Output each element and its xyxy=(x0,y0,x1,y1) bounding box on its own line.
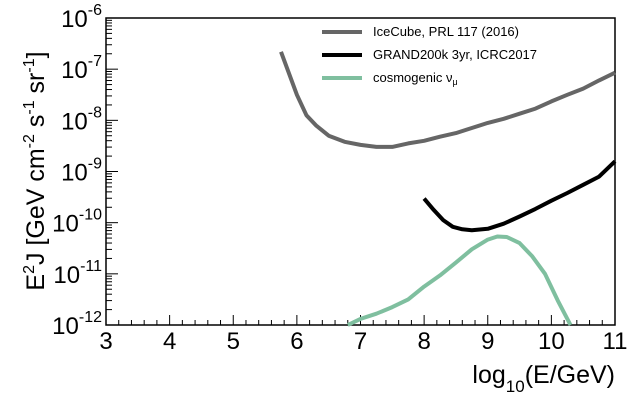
x-tick-label: 8 xyxy=(417,328,430,355)
series-line-cosmogenic xyxy=(346,234,573,327)
legend: IceCube, PRL 117 (2016) GRAND200k 3yr, I… xyxy=(322,24,537,87)
x-tick-label: 5 xyxy=(227,328,240,355)
y-tick-label: 10-9 xyxy=(61,156,102,187)
legend-label-cosmogenic: cosmogenic νμ xyxy=(373,70,458,87)
y-tick-label: 10-11 xyxy=(53,258,102,289)
axis-tick-labels: 3 4 5 6 7 8 9 10 11 10-12 10-11 10-10 10-9 10-8 10-7 10… xyxy=(52,2,627,355)
series-line-grand200k-3yr-icrc2017 xyxy=(422,159,617,233)
axis-ticks xyxy=(105,19,616,326)
x-axis-title: log10(E/GeV) xyxy=(472,361,615,396)
x-tick-label: 4 xyxy=(163,328,176,355)
y-tick-label: 10-8 xyxy=(61,104,102,135)
legend-label-grand: GRAND200k 3yr, ICRC2017 xyxy=(373,47,537,62)
x-tick-label: 10 xyxy=(538,328,565,355)
y-axis-title: E2J [GeV cm-2 s-1 sr-1] xyxy=(21,51,50,290)
series-line-icecube-prl-117-2016 xyxy=(279,51,616,149)
x-tick-label: 6 xyxy=(290,328,303,355)
x-tick-label: 7 xyxy=(354,328,367,355)
y-tick-label: 10-12 xyxy=(52,309,102,340)
y-tick-label: 10-6 xyxy=(61,2,102,33)
x-tick-label: 9 xyxy=(481,328,494,355)
x-tick-label: 11 xyxy=(603,328,628,355)
plot-frame xyxy=(105,17,616,326)
y-tick-label: 10-7 xyxy=(61,53,102,84)
x-tick-label: 3 xyxy=(99,328,112,355)
legend-label-icecube: IceCube, PRL 117 (2016) xyxy=(373,24,519,39)
series-layer xyxy=(279,51,617,327)
y-tick-label: 10-10 xyxy=(52,207,102,238)
